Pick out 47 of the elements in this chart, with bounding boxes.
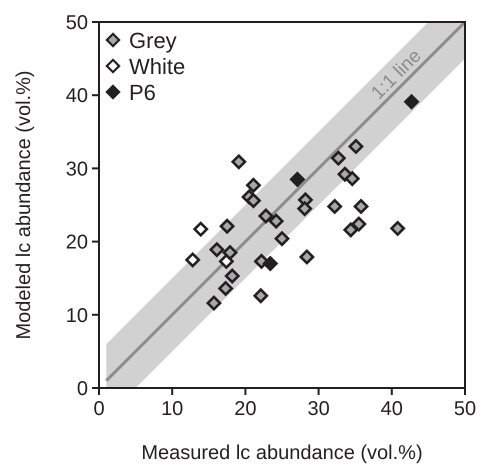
point (218, 281, 234, 296)
point (253, 288, 268, 304)
point (343, 222, 358, 238)
legend-label: P6 (129, 80, 156, 105)
point (220, 218, 235, 234)
legend-label: White (129, 54, 186, 79)
y-tick-label: 40 (66, 85, 88, 108)
point (206, 296, 222, 311)
x-tick-label: 50 (454, 398, 476, 420)
x-tick-label: 30 (307, 398, 330, 420)
point (344, 171, 360, 186)
point (222, 245, 238, 260)
point (262, 256, 278, 271)
point (390, 221, 406, 236)
point (327, 199, 342, 214)
point (274, 231, 290, 246)
y-tick-label: 0 (76, 378, 88, 400)
point (258, 208, 274, 224)
point (351, 216, 366, 232)
point (224, 268, 240, 284)
point (299, 250, 314, 264)
point (348, 139, 364, 154)
text: 1:1 line (367, 46, 426, 104)
y-tick-label: 30 (66, 158, 88, 180)
y-axis-title: Modeled lc abundance (vol.%) (13, 70, 35, 340)
point (185, 252, 200, 268)
legend-label: Grey (129, 28, 177, 53)
point (209, 242, 224, 258)
point (404, 94, 419, 110)
point (268, 214, 284, 229)
point (297, 201, 312, 216)
point (246, 193, 261, 208)
point (231, 154, 246, 170)
point (354, 199, 368, 214)
x-tick-label: 40 (380, 398, 403, 420)
y-tick-label: 20 (66, 232, 88, 254)
point (193, 222, 208, 237)
x-tick-label: 0 (93, 398, 105, 420)
x-tick-label: 20 (234, 398, 257, 420)
point (290, 172, 305, 187)
x-axis-title: Measured lc abundance (vol.%) (141, 442, 423, 464)
y-tick-label: 50 (66, 12, 88, 34)
point (218, 254, 234, 269)
point (246, 178, 261, 193)
x-tick-label: 10 (161, 398, 184, 420)
point (330, 150, 346, 166)
y-tick-label: 10 (66, 304, 88, 327)
